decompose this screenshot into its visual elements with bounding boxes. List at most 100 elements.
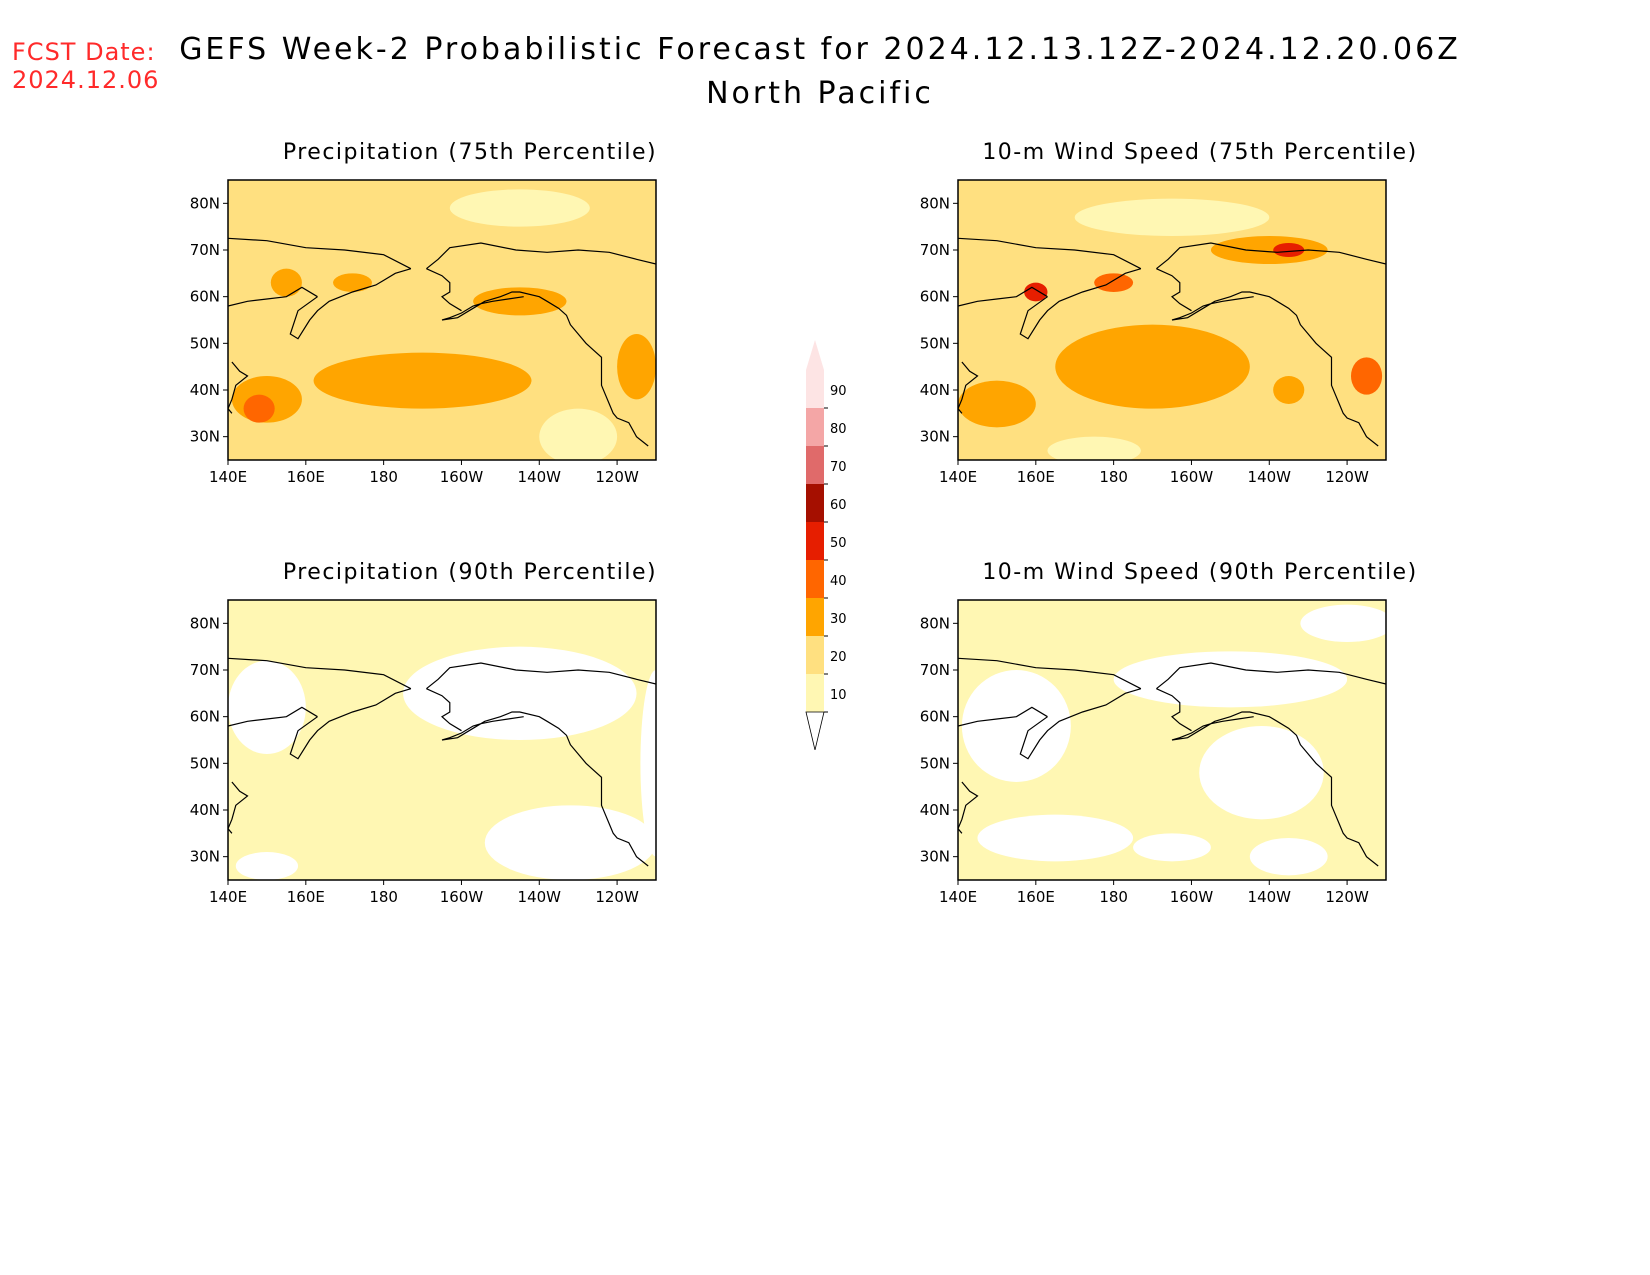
lon-tick-label: 140W bbox=[1248, 888, 1292, 906]
figure-title: GEFS Week-2 Probabilistic Forecast for 2… bbox=[179, 32, 1461, 67]
coastline-alaska bbox=[1171, 291, 1379, 447]
coastline-alaska_north bbox=[426, 662, 656, 690]
colorbar-swatch bbox=[806, 484, 824, 522]
coastline-alaska bbox=[441, 291, 649, 447]
coastline-japan bbox=[958, 781, 979, 834]
colorbar-label: 60 bbox=[830, 498, 847, 513]
colorbar-label: 10 bbox=[830, 688, 847, 703]
coastline-kamchatka bbox=[1019, 688, 1142, 760]
probability-region bbox=[449, 189, 590, 227]
coastline-alaska_north bbox=[426, 242, 656, 270]
probability-region bbox=[235, 852, 299, 880]
coastline-japan bbox=[228, 361, 249, 414]
color-scale-legend: 90 80 70 60 50 40 30 20 10 bbox=[805, 340, 847, 750]
probability-region bbox=[961, 670, 1071, 782]
coastline-alaska_north bbox=[1156, 662, 1386, 690]
forecast-date-label: FCST Date: bbox=[12, 38, 156, 66]
probability-region bbox=[1300, 604, 1386, 642]
coastline-okhotsk bbox=[958, 706, 1048, 727]
colorbar-swatch bbox=[806, 370, 824, 408]
coastline-okhotsk bbox=[958, 286, 1048, 307]
probability-region bbox=[1024, 282, 1048, 302]
probability-region bbox=[228, 660, 306, 754]
shading-layer bbox=[958, 600, 1386, 880]
lat-tick-label: 60N bbox=[920, 288, 950, 306]
lon-tick-label: 180 bbox=[369, 888, 398, 906]
map-wind90: 80N 70N 60N 50N 40N 30N 140E 160E 180 160W 140W 120… bbox=[920, 599, 1387, 906]
probability-region bbox=[1199, 726, 1324, 820]
panel-title: 10-m Wind Speed (90th Percentile) bbox=[982, 560, 1418, 585]
colorbar-label: 90 bbox=[830, 384, 847, 399]
lon-tick-label: 120W bbox=[1325, 468, 1369, 486]
panel-precip90: Precipitation (90th Percentile) 80N 70N 60… bbox=[160, 560, 780, 960]
colorbar-swatch bbox=[806, 560, 824, 598]
lat-tick-label: 40N bbox=[920, 381, 950, 399]
coastline-alaska_west bbox=[426, 268, 462, 312]
colorbar-label: 50 bbox=[830, 536, 847, 551]
colorbar-label: 80 bbox=[830, 422, 847, 437]
shading-layer bbox=[228, 600, 656, 880]
probability-region bbox=[1273, 376, 1305, 404]
coastline-japan bbox=[958, 361, 979, 414]
lon-tick-label: 160E bbox=[1017, 888, 1055, 906]
probability-region bbox=[958, 380, 1036, 428]
lon-tick-label: 160E bbox=[287, 468, 325, 486]
lon-tick-label: 160W bbox=[440, 468, 484, 486]
coastline-kamchatka bbox=[289, 268, 412, 340]
panel-precip75: Precipitation (75th Percentile) 80N 70N 60… bbox=[160, 140, 780, 540]
lon-tick-label: 140W bbox=[518, 468, 562, 486]
colorbar-swatch bbox=[806, 446, 824, 484]
lon-tick-label: 160W bbox=[1170, 888, 1214, 906]
lat-tick-label: 80N bbox=[920, 614, 950, 632]
lat-tick-label: 40N bbox=[190, 381, 220, 399]
forecast-date-value: 2024.12.06 bbox=[12, 66, 160, 94]
lon-tick-label: 120W bbox=[595, 888, 639, 906]
colorbar-swatch bbox=[806, 598, 824, 636]
probability-region bbox=[539, 408, 618, 460]
lat-tick-label: 50N bbox=[190, 334, 220, 352]
lon-tick-label: 180 bbox=[369, 468, 398, 486]
colorbar-label: 70 bbox=[830, 460, 847, 475]
probability-region bbox=[484, 805, 656, 880]
coastline-okhotsk bbox=[228, 706, 318, 727]
probability-region bbox=[1113, 651, 1348, 708]
lon-tick-label: 180 bbox=[1099, 888, 1128, 906]
lon-tick-label: 160E bbox=[287, 888, 325, 906]
colorbar-top-arrow bbox=[806, 340, 824, 370]
map-frame bbox=[957, 179, 1387, 461]
lat-tick-label: 50N bbox=[920, 334, 950, 352]
panel-title: Precipitation (90th Percentile) bbox=[282, 560, 658, 585]
map-wind75: 80N 70N 60N 50N 40N 30N 140E 160E 180 160W 140W 120… bbox=[920, 179, 1387, 486]
map-precip90: 80N 70N 60N 50N 40N 30N 140E 160E 180 160W 140W 120… bbox=[190, 599, 657, 906]
lon-tick-label: 140E bbox=[209, 468, 247, 486]
map-frame bbox=[957, 599, 1387, 881]
colorbar-swatch bbox=[806, 522, 824, 560]
panel-wind90: 10-m Wind Speed (90th Percentile) 80N 70N… bbox=[890, 560, 1510, 960]
lat-tick-label: 70N bbox=[920, 661, 950, 679]
lat-tick-label: 30N bbox=[190, 848, 220, 866]
probability-region bbox=[1047, 436, 1141, 460]
lat-tick-label: 30N bbox=[920, 428, 950, 446]
shading-layer bbox=[958, 180, 1386, 460]
probability-region bbox=[473, 287, 567, 316]
probability-region bbox=[313, 352, 532, 409]
probability-region bbox=[1350, 357, 1383, 395]
map-frame bbox=[227, 599, 657, 881]
probability-region bbox=[1249, 838, 1328, 876]
coastline-okhotsk bbox=[228, 286, 318, 307]
lat-tick-label: 60N bbox=[920, 708, 950, 726]
colorbar-swatch bbox=[806, 674, 824, 712]
coastline-kamchatka bbox=[289, 688, 412, 760]
coastline-siberia_north bbox=[958, 237, 1142, 270]
probability-region bbox=[1055, 324, 1250, 409]
lat-tick-label: 70N bbox=[190, 241, 220, 259]
probability-region bbox=[270, 268, 302, 297]
lat-tick-label: 30N bbox=[920, 848, 950, 866]
lon-tick-label: 140E bbox=[939, 468, 977, 486]
probability-region bbox=[640, 670, 656, 857]
coastline-alaska_north bbox=[1156, 242, 1386, 270]
probability-region bbox=[243, 394, 275, 423]
probability-region bbox=[977, 814, 1134, 862]
probability-region bbox=[1273, 243, 1305, 257]
probability-region bbox=[1074, 198, 1270, 236]
